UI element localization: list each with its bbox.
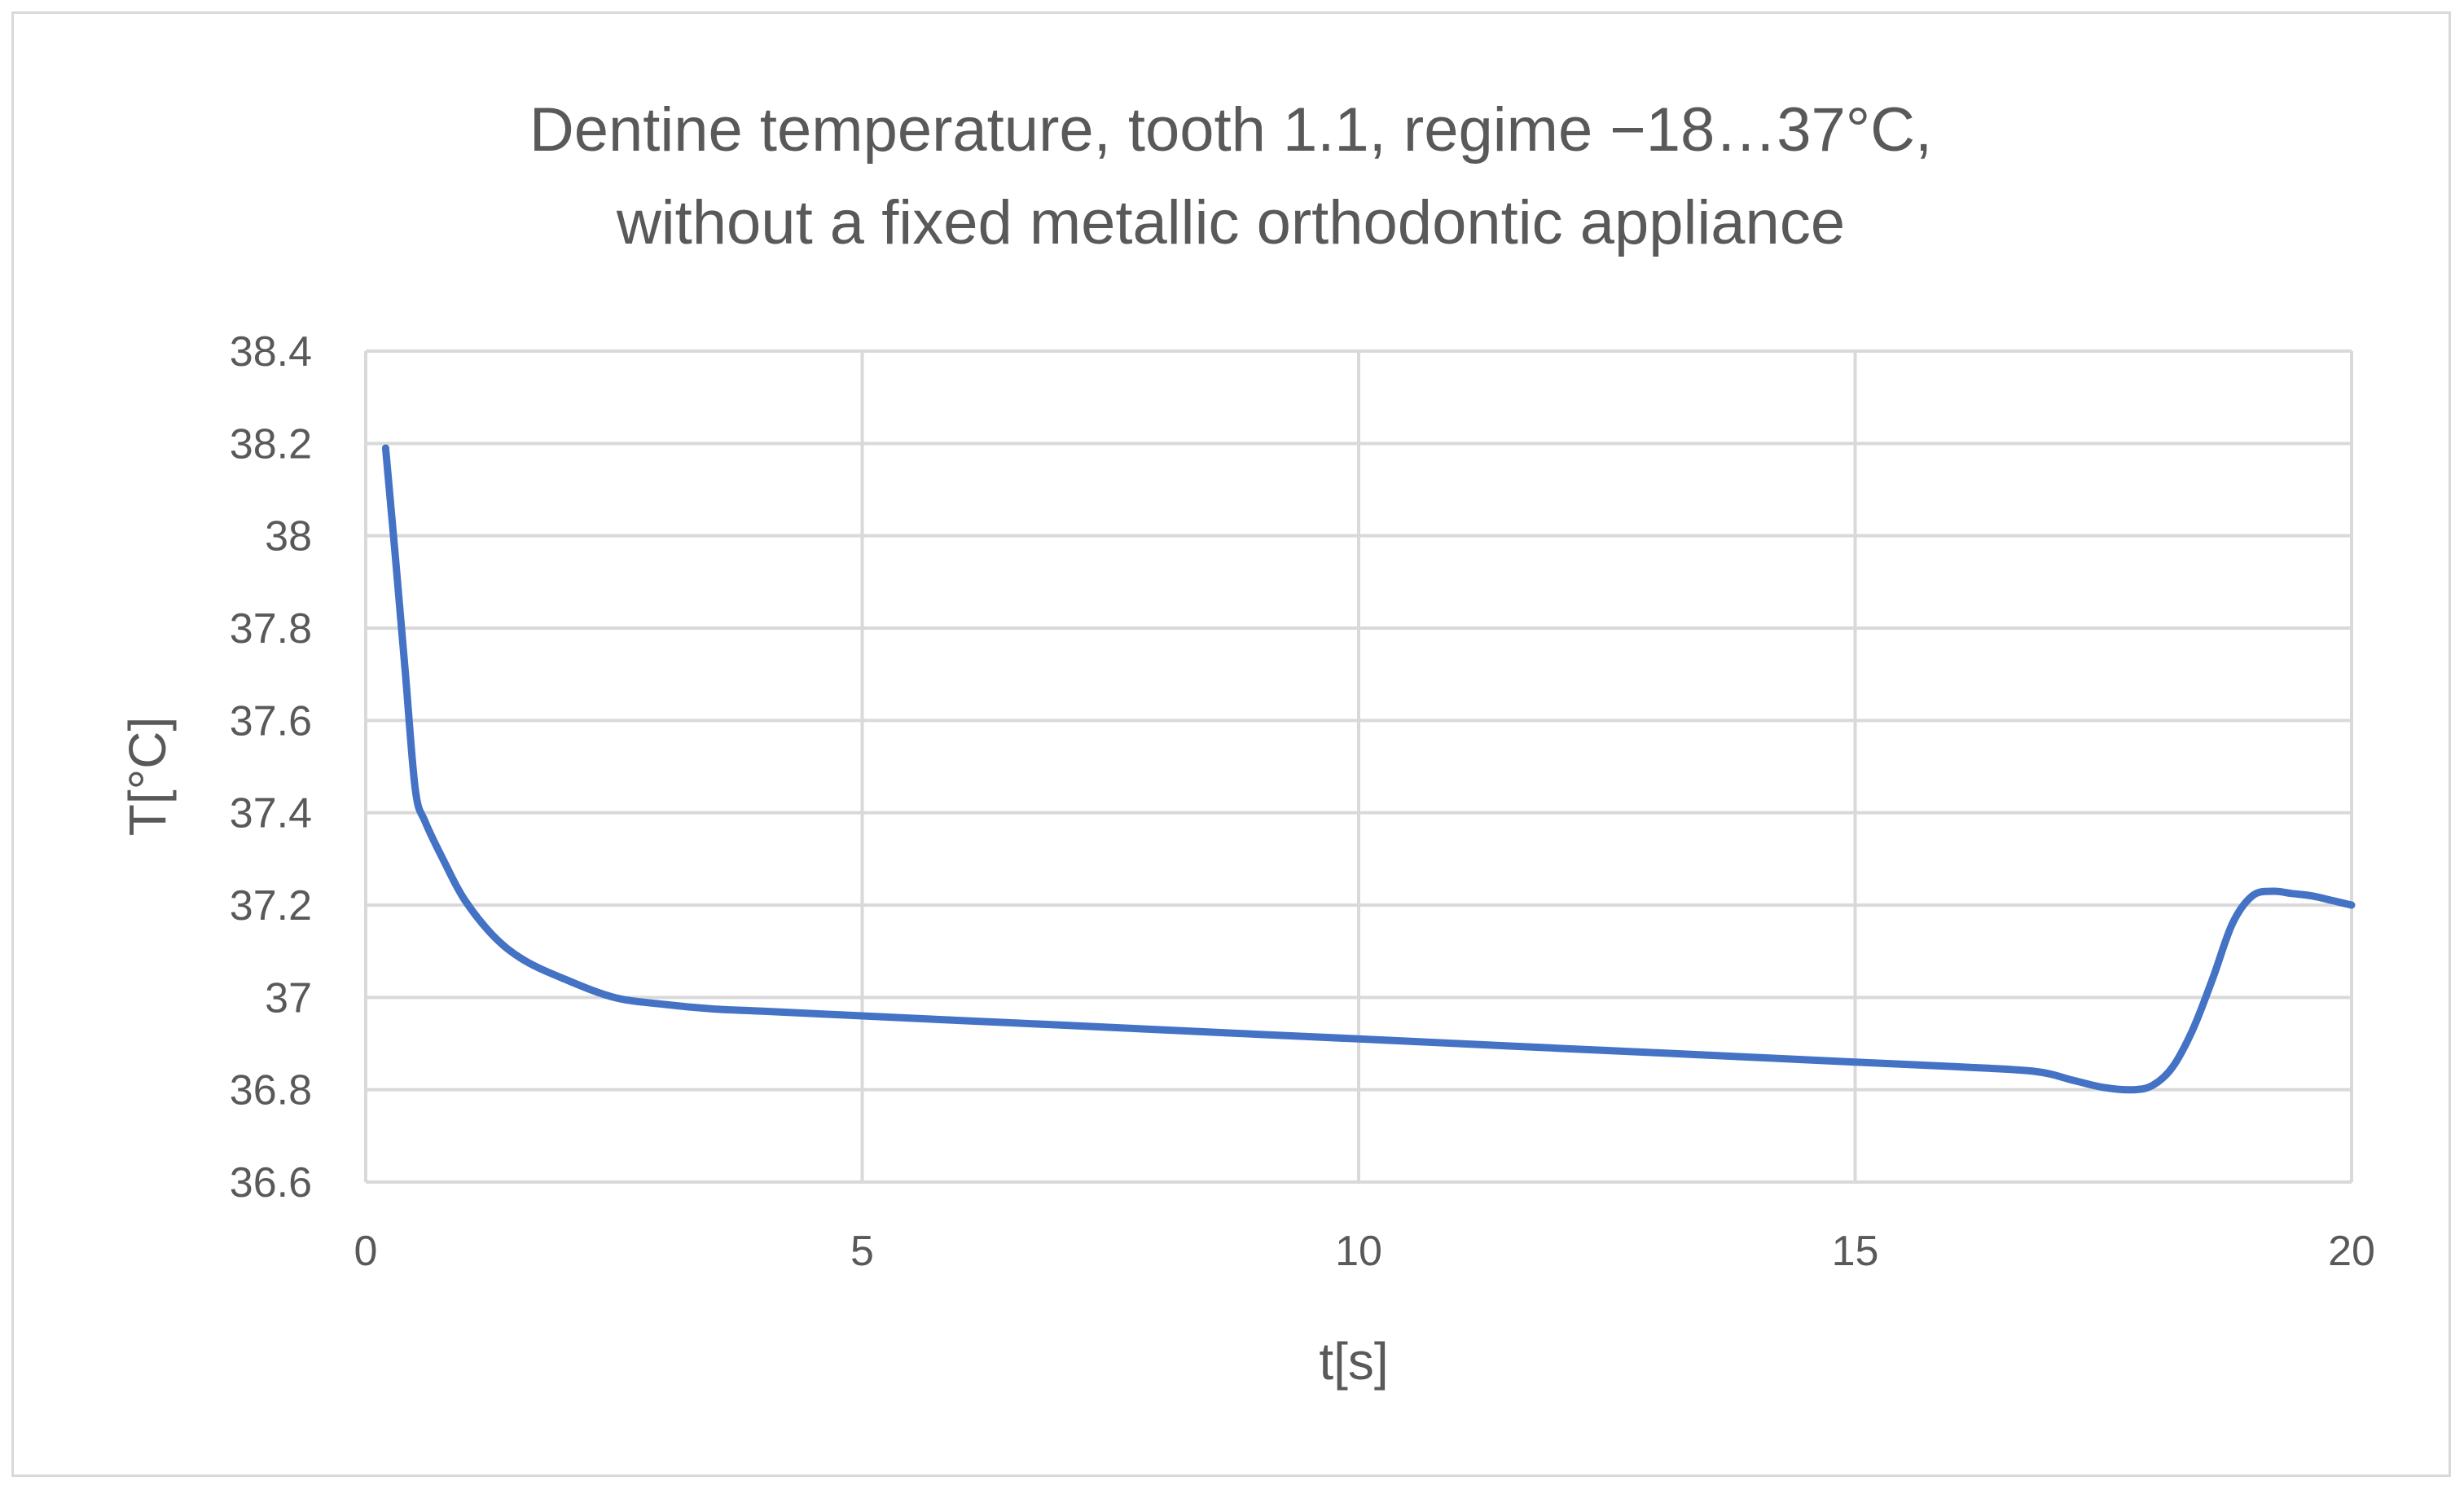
y-tick-label: 37.6 (230, 697, 312, 745)
x-tick-label: 15 (1832, 1228, 1879, 1275)
y-tick-label: 38 (265, 513, 312, 560)
y-tick-label: 37.4 (230, 790, 312, 837)
x-tick-label: 5 (850, 1228, 874, 1275)
y-axis-title: T[°C] (118, 717, 177, 836)
x-tick-label: 0 (354, 1228, 378, 1275)
x-axis-ticks: 0 5 10 15 20 (354, 1228, 2375, 1275)
y-tick-label: 36.6 (230, 1159, 312, 1207)
x-tick-label: 20 (2328, 1228, 2375, 1275)
chart-title-line1: Dentine temperature, tooth 1.1, regime −… (529, 95, 1932, 165)
y-axis-ticks: 36.6 36.8 37 37.2 37.4 37.6 37.8 38 38.2 38.4 (230, 328, 312, 1207)
x-tick-label: 10 (1335, 1228, 1382, 1275)
y-tick-label: 36.8 (230, 1067, 312, 1114)
y-tick-label: 37.2 (230, 882, 312, 930)
y-tick-label: 37 (265, 974, 312, 1022)
y-tick-label: 37.8 (230, 605, 312, 653)
line-chart: Dentine temperature, tooth 1.1, regime −… (118, 95, 2375, 1391)
x-axis-title: t[s] (1319, 1332, 1388, 1391)
gridlines (364, 349, 2353, 1184)
y-tick-label: 38.2 (230, 420, 312, 468)
chart-title-line2: without a fixed metallic orthodontic app… (616, 188, 1845, 257)
chart-frame: Dentine temperature, tooth 1.1, regime −… (11, 11, 2451, 1477)
series-line-0 (381, 444, 2356, 1094)
series-group (381, 444, 2356, 1094)
y-tick-label: 38.4 (230, 328, 312, 376)
